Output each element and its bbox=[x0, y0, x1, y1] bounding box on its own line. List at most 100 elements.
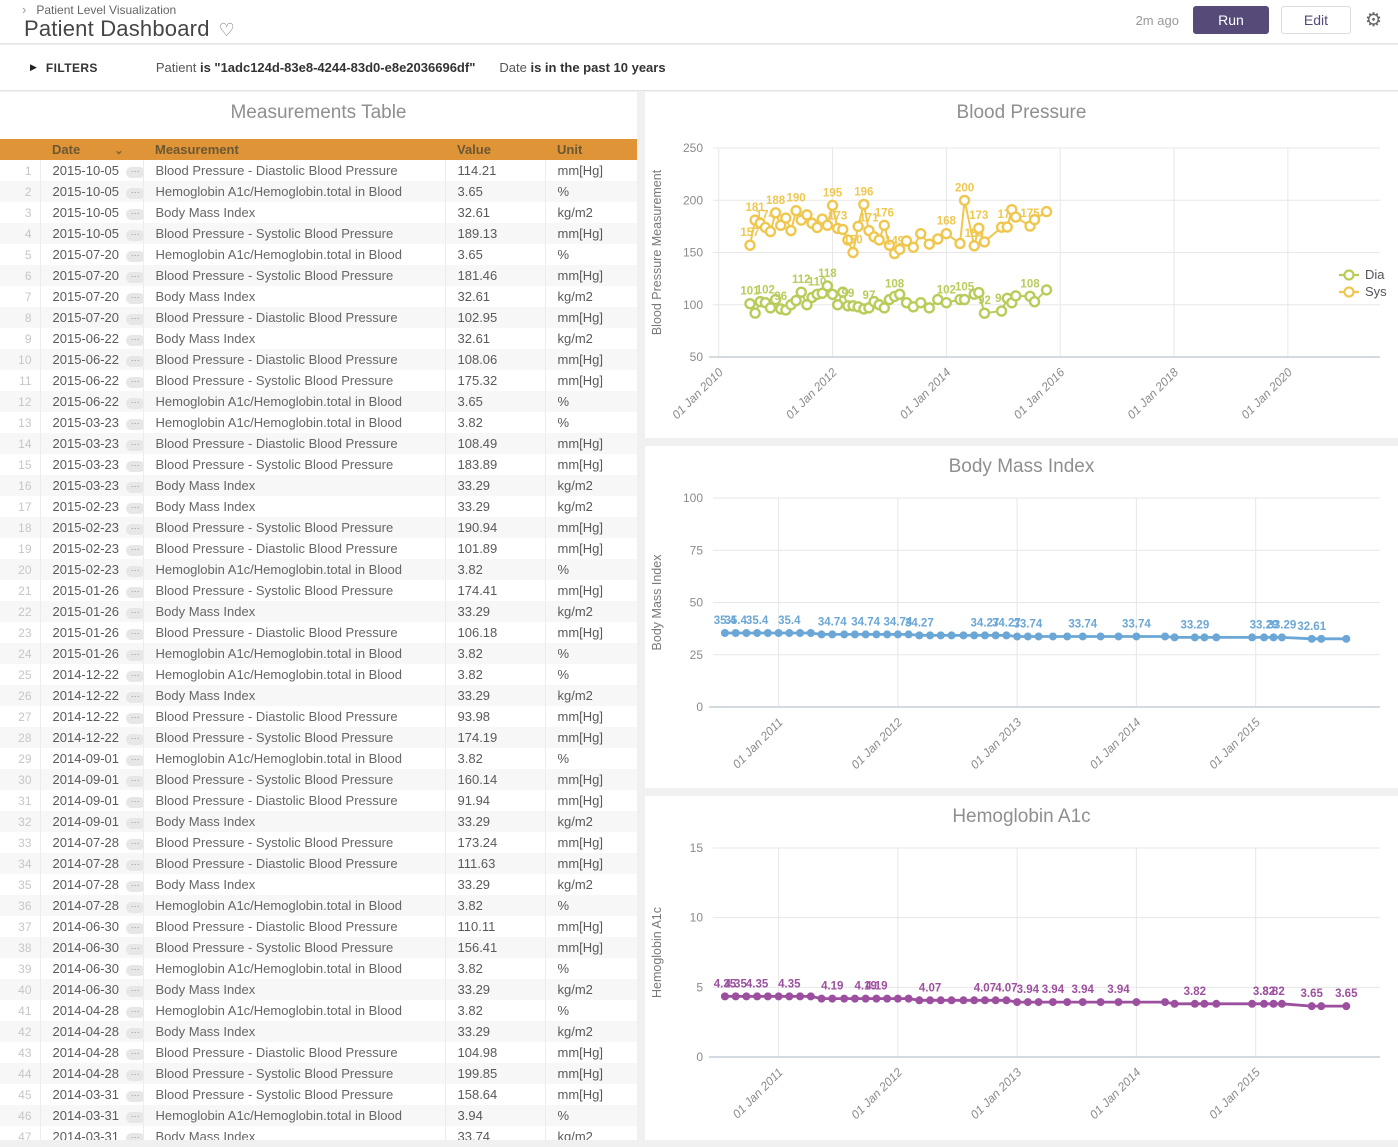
favorite-heart-icon[interactable]: ♡ bbox=[218, 19, 235, 40]
gear-icon[interactable]: ⚙ bbox=[1364, 9, 1382, 31]
date-options-ellipsis-icon[interactable]: ⋯ bbox=[126, 440, 143, 451]
table-row[interactable]: 26 2014-12-22 ⋯ Body Mass Index 33.29 kg/m2 bbox=[0, 685, 637, 706]
table-row[interactable]: 5 2015-07-20 ⋯ Hemoglobin A1c/Hemoglobin.to… bbox=[0, 244, 637, 265]
table-row[interactable]: 45 2014-03-31 ⋯ Blood Pressure - Systolic B… bbox=[0, 1084, 637, 1105]
table-row[interactable]: 21 2015-01-26 ⋯ Blood Pressure - Systolic B… bbox=[0, 580, 637, 601]
date-options-ellipsis-icon[interactable]: ⋯ bbox=[126, 188, 143, 199]
table-row[interactable]: 29 2014-09-01 ⋯ Hemoglobin A1c/Hemoglobin.t… bbox=[0, 748, 637, 769]
date-options-ellipsis-icon[interactable]: ⋯ bbox=[126, 503, 143, 514]
table-row[interactable]: 32 2014-09-01 ⋯ Body Mass Index 33.29 kg/m2 bbox=[0, 811, 637, 832]
date-options-ellipsis-icon[interactable]: ⋯ bbox=[126, 671, 143, 682]
table-row[interactable]: 23 2015-01-26 ⋯ Blood Pressure - Diastolic … bbox=[0, 622, 637, 643]
date-options-ellipsis-icon[interactable]: ⋯ bbox=[126, 356, 143, 367]
legend-item-sys[interactable]: Sys bbox=[1339, 284, 1387, 299]
table-row[interactable]: 36 2014-07-28 ⋯ Hemoglobin A1c/Hemoglobin.t… bbox=[0, 895, 637, 916]
table-row[interactable]: 1 2015-10-05 ⋯ Blood Pressure - Diastolic B… bbox=[0, 160, 637, 181]
date-options-ellipsis-icon[interactable]: ⋯ bbox=[126, 482, 143, 493]
date-options-ellipsis-icon[interactable]: ⋯ bbox=[126, 272, 143, 283]
date-options-ellipsis-icon[interactable]: ⋯ bbox=[126, 1070, 143, 1081]
table-row[interactable]: 3 2015-10-05 ⋯ Body Mass Index 32.61 kg/m2 bbox=[0, 202, 637, 223]
date-options-ellipsis-icon[interactable]: ⋯ bbox=[126, 1007, 143, 1018]
table-row[interactable]: 28 2014-12-22 ⋯ Blood Pressure - Systolic B… bbox=[0, 727, 637, 748]
date-options-ellipsis-icon[interactable]: ⋯ bbox=[126, 566, 143, 577]
table-row[interactable]: 27 2014-12-22 ⋯ Blood Pressure - Diastolic … bbox=[0, 706, 637, 727]
date-options-ellipsis-icon[interactable]: ⋯ bbox=[126, 335, 143, 346]
date-options-ellipsis-icon[interactable]: ⋯ bbox=[126, 230, 143, 241]
date-options-ellipsis-icon[interactable]: ⋯ bbox=[126, 545, 143, 556]
filters-toggle[interactable]: ▶ FILTERS bbox=[30, 61, 98, 75]
table-row[interactable]: 31 2014-09-01 ⋯ Blood Pressure - Diastolic … bbox=[0, 790, 637, 811]
table-row[interactable]: 35 2014-07-28 ⋯ Body Mass Index 33.29 kg/m2 bbox=[0, 874, 637, 895]
date-options-ellipsis-icon[interactable]: ⋯ bbox=[126, 881, 143, 892]
table-row[interactable]: 38 2014-06-30 ⋯ Blood Pressure - Systolic B… bbox=[0, 937, 637, 958]
filter-date[interactable]: Date is in the past 10 years bbox=[499, 60, 665, 75]
table-row[interactable]: 4 2015-10-05 ⋯ Blood Pressure - Systolic Bl… bbox=[0, 223, 637, 244]
table-row[interactable]: 33 2014-07-28 ⋯ Blood Pressure - Systolic B… bbox=[0, 832, 637, 853]
date-options-ellipsis-icon[interactable]: ⋯ bbox=[126, 1112, 143, 1123]
date-column-header[interactable]: Date ⌄ bbox=[40, 139, 143, 160]
table-row[interactable]: 37 2014-06-30 ⋯ Blood Pressure - Diastolic … bbox=[0, 916, 637, 937]
date-options-ellipsis-icon[interactable]: ⋯ bbox=[126, 419, 143, 430]
table-row[interactable]: 42 2014-04-28 ⋯ Body Mass Index 33.29 kg/m2 bbox=[0, 1021, 637, 1042]
date-options-ellipsis-icon[interactable]: ⋯ bbox=[126, 1028, 143, 1039]
date-options-ellipsis-icon[interactable]: ⋯ bbox=[126, 839, 143, 850]
table-row[interactable]: 19 2015-02-23 ⋯ Blood Pressure - Diastolic … bbox=[0, 538, 637, 559]
table-row[interactable]: 9 2015-06-22 ⋯ Body Mass Index 32.61 kg/m2 bbox=[0, 328, 637, 349]
table-row[interactable]: 6 2015-07-20 ⋯ Blood Pressure - Systolic Bl… bbox=[0, 265, 637, 286]
table-row[interactable]: 41 2014-04-28 ⋯ Hemoglobin A1c/Hemoglobin.t… bbox=[0, 1000, 637, 1021]
breadcrumb-label[interactable]: Patient Level Visualization bbox=[36, 3, 177, 17]
legend-item-dia[interactable]: Dia bbox=[1339, 267, 1385, 282]
table-row[interactable]: 30 2014-09-01 ⋯ Blood Pressure - Systolic B… bbox=[0, 769, 637, 790]
date-options-ellipsis-icon[interactable]: ⋯ bbox=[126, 965, 143, 976]
table-row[interactable]: 24 2015-01-26 ⋯ Hemoglobin A1c/Hemoglobin.t… bbox=[0, 643, 637, 664]
table-row[interactable]: 15 2015-03-23 ⋯ Blood Pressure - Systolic B… bbox=[0, 454, 637, 475]
filter-patient[interactable]: Patient is "1adc124d-83e8-4244-83d0-e8e2… bbox=[156, 60, 476, 75]
date-options-ellipsis-icon[interactable]: ⋯ bbox=[126, 923, 143, 934]
table-row[interactable]: 10 2015-06-22 ⋯ Blood Pressure - Diastolic … bbox=[0, 349, 637, 370]
table-row[interactable]: 39 2014-06-30 ⋯ Hemoglobin A1c/Hemoglobin.t… bbox=[0, 958, 637, 979]
table-row[interactable]: 22 2015-01-26 ⋯ Body Mass Index 33.29 kg/m2 bbox=[0, 601, 637, 622]
table-row[interactable]: 17 2015-02-23 ⋯ Body Mass Index 33.29 kg/m2 bbox=[0, 496, 637, 517]
date-options-ellipsis-icon[interactable]: ⋯ bbox=[126, 209, 143, 220]
date-options-ellipsis-icon[interactable]: ⋯ bbox=[126, 776, 143, 787]
date-options-ellipsis-icon[interactable]: ⋯ bbox=[126, 1133, 143, 1140]
edit-button[interactable]: Edit bbox=[1280, 6, 1351, 34]
date-options-ellipsis-icon[interactable]: ⋯ bbox=[126, 818, 143, 829]
date-options-ellipsis-icon[interactable]: ⋯ bbox=[126, 860, 143, 871]
table-row[interactable]: 43 2014-04-28 ⋯ Blood Pressure - Diastolic … bbox=[0, 1042, 637, 1063]
table-row[interactable]: 34 2014-07-28 ⋯ Blood Pressure - Diastolic … bbox=[0, 853, 637, 874]
table-row[interactable]: 14 2015-03-23 ⋯ Blood Pressure - Diastolic … bbox=[0, 433, 637, 454]
date-options-ellipsis-icon[interactable]: ⋯ bbox=[126, 629, 143, 640]
date-sort-icon[interactable]: ⌄ bbox=[114, 145, 124, 157]
unit-column-header[interactable]: Unit bbox=[545, 139, 637, 160]
date-options-ellipsis-icon[interactable]: ⋯ bbox=[126, 398, 143, 409]
table-row[interactable]: 7 2015-07-20 ⋯ Body Mass Index 32.61 kg/m2 bbox=[0, 286, 637, 307]
date-options-ellipsis-icon[interactable]: ⋯ bbox=[126, 734, 143, 745]
date-options-ellipsis-icon[interactable]: ⋯ bbox=[126, 902, 143, 913]
table-row[interactable]: 12 2015-06-22 ⋯ Hemoglobin A1c/Hemoglobin.t… bbox=[0, 391, 637, 412]
date-options-ellipsis-icon[interactable]: ⋯ bbox=[126, 986, 143, 997]
date-options-ellipsis-icon[interactable]: ⋯ bbox=[126, 692, 143, 703]
date-options-ellipsis-icon[interactable]: ⋯ bbox=[126, 167, 143, 178]
table-row[interactable]: 47 2014-03-31 ⋯ Body Mass Index 33.74 kg/m2 bbox=[0, 1126, 637, 1140]
table-row[interactable]: 20 2015-02-23 ⋯ Hemoglobin A1c/Hemoglobin.t… bbox=[0, 559, 637, 580]
date-options-ellipsis-icon[interactable]: ⋯ bbox=[126, 797, 143, 808]
table-row[interactable]: 11 2015-06-22 ⋯ Blood Pressure - Systolic B… bbox=[0, 370, 637, 391]
run-button[interactable]: Run bbox=[1192, 6, 1269, 34]
date-options-ellipsis-icon[interactable]: ⋯ bbox=[126, 944, 143, 955]
date-options-ellipsis-icon[interactable]: ⋯ bbox=[126, 1049, 143, 1060]
date-options-ellipsis-icon[interactable]: ⋯ bbox=[126, 650, 143, 661]
table-row[interactable]: 25 2014-12-22 ⋯ Hemoglobin A1c/Hemoglobin.t… bbox=[0, 664, 637, 685]
table-row[interactable]: 2 2015-10-05 ⋯ Hemoglobin A1c/Hemoglobin.to… bbox=[0, 181, 637, 202]
date-options-ellipsis-icon[interactable]: ⋯ bbox=[126, 251, 143, 262]
table-row[interactable]: 44 2014-04-28 ⋯ Blood Pressure - Systolic B… bbox=[0, 1063, 637, 1084]
date-options-ellipsis-icon[interactable]: ⋯ bbox=[126, 755, 143, 766]
date-options-ellipsis-icon[interactable]: ⋯ bbox=[126, 461, 143, 472]
date-options-ellipsis-icon[interactable]: ⋯ bbox=[126, 524, 143, 535]
value-column-header[interactable]: Value bbox=[445, 139, 545, 160]
date-options-ellipsis-icon[interactable]: ⋯ bbox=[126, 1091, 143, 1102]
table-row[interactable]: 13 2015-03-23 ⋯ Hemoglobin A1c/Hemoglobin.t… bbox=[0, 412, 637, 433]
date-options-ellipsis-icon[interactable]: ⋯ bbox=[126, 587, 143, 598]
table-row[interactable]: 8 2015-07-20 ⋯ Blood Pressure - Diastolic B… bbox=[0, 307, 637, 328]
date-options-ellipsis-icon[interactable]: ⋯ bbox=[126, 713, 143, 724]
